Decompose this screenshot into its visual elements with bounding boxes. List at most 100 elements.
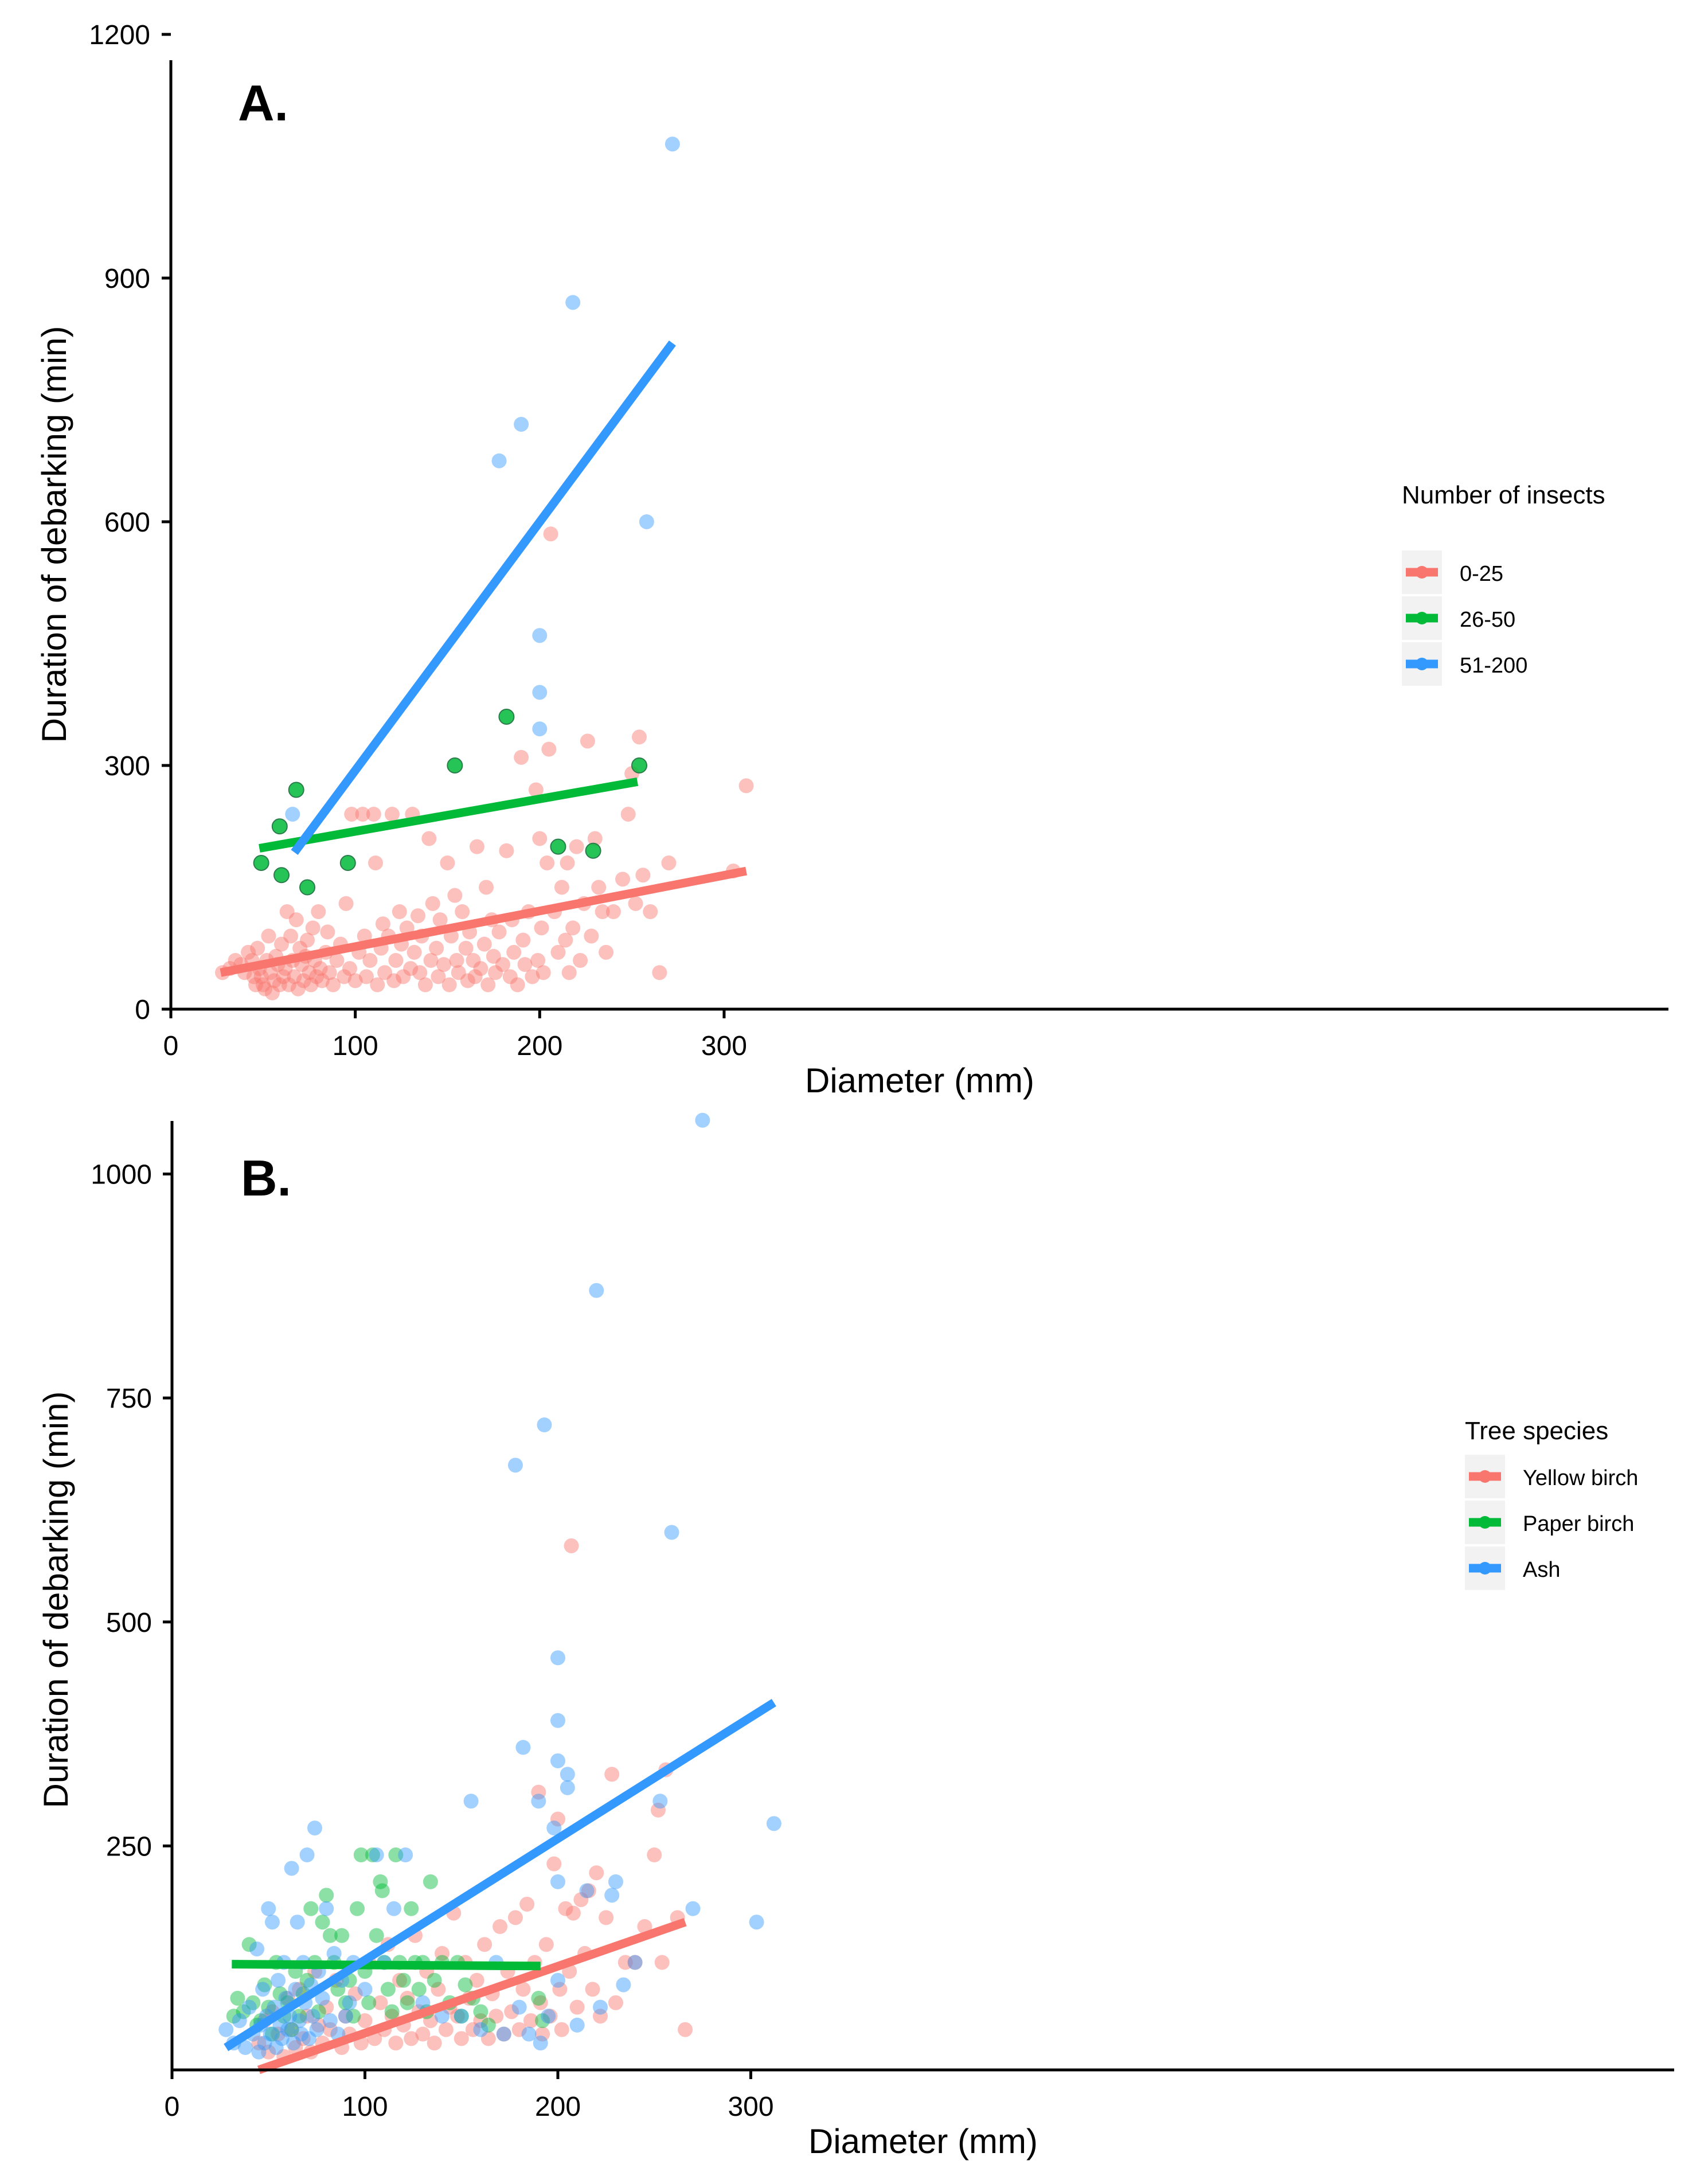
panel-a-point-2-9	[585, 842, 601, 859]
panel-b-point-2-1	[230, 1991, 245, 2006]
panel-a-point-1-62	[368, 855, 384, 870]
panel-b-point-2-45	[400, 1995, 415, 2010]
panel-b-point-1-34	[400, 1991, 415, 2006]
panel-b-fit-line-1	[257, 1918, 687, 2074]
panel-b-point-1-57	[488, 2009, 504, 2024]
panel-b-point-3-7	[251, 2044, 267, 2060]
panel-b-point-3-39	[315, 1991, 330, 2006]
panel-b-point-1-8	[288, 2040, 303, 2055]
panel-b-point-3-52	[398, 1847, 413, 1862]
panel-b-point-1-20	[338, 2009, 353, 2024]
panel-a-point-2-3	[288, 782, 304, 798]
panel-a-point-1-149	[628, 896, 643, 911]
panel-b-point-3-21	[278, 1991, 294, 2006]
panel-a-legend-key-dot-3	[1416, 658, 1428, 670]
panel-b-x-tick-label-0: 0	[165, 2092, 180, 2122]
panel-b-point-1-85	[585, 1982, 600, 1997]
panel-a-point-1-135	[565, 920, 581, 936]
panel-b-point-3-75	[560, 1780, 575, 1795]
panel-a-point-1-75	[403, 961, 419, 976]
panel-a-x-tick-label-2: 200	[517, 1031, 562, 1061]
panel-a-point-1-12	[255, 977, 271, 993]
panel-a-y-tick-label-2: 600	[104, 507, 150, 538]
panel-a-fit-line-1	[220, 866, 747, 977]
panel-a-point-1-86	[431, 969, 446, 984]
panel-a-fit-line-3	[291, 340, 676, 855]
panel-a-point-1-44	[314, 973, 330, 989]
panel-a-point-3-6	[565, 295, 581, 310]
panel-a-legend-label-2: 26-50	[1460, 608, 1515, 632]
panel-a-point-1-94	[451, 965, 466, 980]
panel-a-point-2-5	[339, 854, 356, 871]
panel-a-point-1-78	[411, 908, 426, 924]
panel-b-point-1-22	[347, 1986, 363, 2002]
panel-b-point-3-69	[550, 1713, 565, 1728]
panel-b-point-3-83	[627, 1955, 643, 1970]
panel-a-fit-lines	[220, 340, 747, 977]
panel-a-point-1-122	[530, 952, 546, 968]
panel-a-point-1-112	[502, 969, 518, 984]
panel-b-point-3-3	[237, 2040, 253, 2055]
panel-a-point-1-53	[342, 961, 358, 976]
panel-a-point-1-96	[458, 940, 474, 956]
panel-b-point-1-44	[438, 2022, 454, 2037]
panel-b-point-3-66	[537, 1417, 552, 1432]
panel-b-point-1-52	[469, 1972, 484, 1988]
panel-b-point-3-46	[342, 1995, 357, 2010]
panel-a-point-1-65	[375, 916, 390, 932]
panel-a-point-1-93	[449, 952, 464, 968]
panel-b-point-2-32	[353, 1847, 369, 1862]
panel-a-point-1-70	[388, 952, 404, 968]
panel-b-point-2-27	[334, 1928, 350, 1943]
panel-b-x-tick-label-2: 200	[535, 2092, 581, 2122]
panel-a-point-1-17	[264, 985, 280, 1001]
panel-a-point-1-36	[300, 932, 315, 948]
panel-a-point-1-2	[228, 952, 243, 968]
panel-b-point-3-10	[257, 2036, 272, 2051]
panel-b-point-3-45	[338, 2009, 353, 2024]
panel-b-point-1-91	[617, 1955, 633, 1970]
panel-b-point-1-77	[558, 1901, 573, 1916]
panel-b-point-2-57	[458, 1977, 473, 1993]
panel-b-legend-key-dot-2	[1479, 1516, 1491, 1529]
panel-a-point-1-101	[469, 839, 484, 854]
panel-a-point-1-111	[499, 843, 514, 858]
panel-a-point-1-100	[467, 969, 483, 984]
panel-b-point-3-77	[579, 1883, 595, 1898]
panel-b-point-2-14	[284, 2022, 299, 2037]
panel-b-point-3-49	[369, 1847, 384, 1862]
panel-a-point-1-15	[261, 928, 276, 944]
panel-b-chart: B. 250 500 750 1000 0 100 200 300 Diameter (mm…	[37, 1112, 1674, 2161]
panel-a-legend-item-3: 51-200	[1402, 642, 1527, 686]
panel-b-point-3-89	[766, 1816, 781, 1831]
panel-b-point-1-14	[311, 2017, 326, 2033]
panel-b-y-ticks: 250 500 750 1000	[91, 1160, 172, 1862]
panel-a-point-1-92	[447, 888, 463, 903]
panel-b-point-2-41	[384, 2004, 400, 2019]
panel-a-point-1-108	[488, 965, 503, 980]
panel-b-point-1-27	[373, 1995, 388, 2010]
panel-a-point-1-144	[599, 944, 614, 960]
panel-b-point-1-41	[427, 2036, 442, 2051]
panel-b-point-3-12	[261, 1901, 276, 1916]
panel-a-point-1-154	[661, 855, 677, 870]
panel-a-point-1-79	[412, 965, 428, 980]
panel-b-point-3-62	[515, 1740, 531, 1755]
panel-b-point-1-53	[473, 2013, 488, 2029]
panel-b-point-1-63	[511, 2022, 527, 2037]
panel-b-legend-item-3: Ash	[1465, 1546, 1560, 1590]
panel-b-y-tick-label-1: 500	[106, 1608, 152, 1638]
panel-a-point-1-81	[417, 977, 433, 993]
panel-a-point-1-85	[429, 940, 444, 956]
panel-a-legend-label-1: 0-25	[1460, 562, 1503, 586]
panel-a-point-1-68	[384, 806, 400, 822]
panel-b-point-1-42	[431, 1982, 446, 1997]
panel-b-point-2-61	[531, 1991, 546, 2006]
panel-a-point-1-152	[643, 904, 658, 919]
panel-a-point-2-8	[550, 838, 566, 855]
panel-a-point-1-136	[569, 839, 584, 854]
panel-b-point-1-48	[454, 2031, 469, 2046]
panel-a-point-1-38	[303, 977, 319, 993]
panel-a-point-1-126	[540, 855, 555, 870]
